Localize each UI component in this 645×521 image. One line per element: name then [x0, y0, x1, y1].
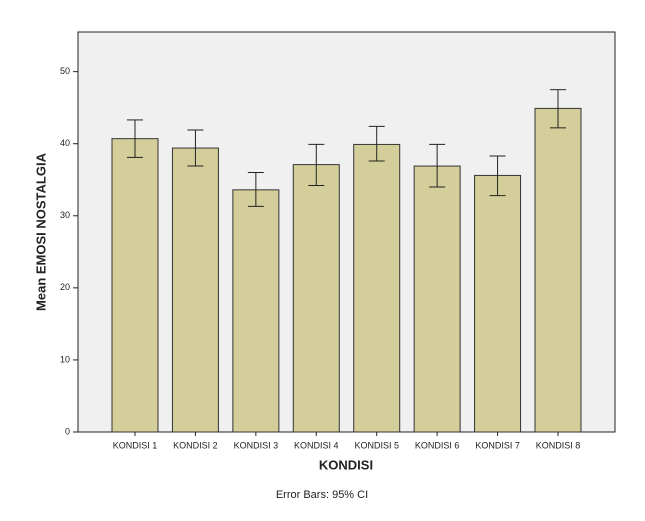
error-bar [247, 172, 264, 207]
y-tick-label: 50 [60, 66, 70, 76]
x-tick-label: KONDISI 3 [234, 440, 279, 450]
x-tick-label: KONDISI 7 [475, 440, 520, 450]
y-axis-label: Mean EMOSI NOSTALGIA [33, 152, 48, 311]
x-tick-label: KONDISI 2 [173, 440, 218, 450]
error-bar [429, 143, 446, 188]
bar [292, 164, 340, 433]
note: Error Bars: 95% CI [276, 489, 368, 501]
error-bar [368, 125, 385, 162]
x-tick-label: KONDISI 4 [294, 440, 339, 450]
bar [534, 107, 582, 433]
bar [232, 189, 280, 433]
y-tick-label: 0 [65, 426, 70, 436]
y-tick-label: 40 [60, 138, 70, 148]
error-bar [187, 129, 204, 167]
x-tick-label: KONDISI 5 [354, 440, 399, 450]
bar [413, 165, 461, 433]
error-bar [550, 89, 566, 129]
y-tick-label: 20 [60, 282, 70, 292]
bar [474, 174, 522, 433]
error-bar [308, 143, 325, 187]
y-tick-label: 10 [60, 354, 70, 364]
x-tick-label: KONDISI 8 [536, 440, 581, 450]
bar [171, 147, 219, 433]
bar [353, 143, 401, 433]
error-bar [489, 155, 506, 197]
error-bar [127, 119, 143, 158]
plot-area [77, 31, 616, 433]
bar [111, 138, 159, 433]
y-tick-label: 30 [60, 210, 70, 220]
x-axis-label: KONDISI [319, 457, 373, 472]
x-tick-label: KONDISI 6 [415, 440, 460, 450]
x-tick-label: KONDISI 1 [113, 440, 158, 450]
